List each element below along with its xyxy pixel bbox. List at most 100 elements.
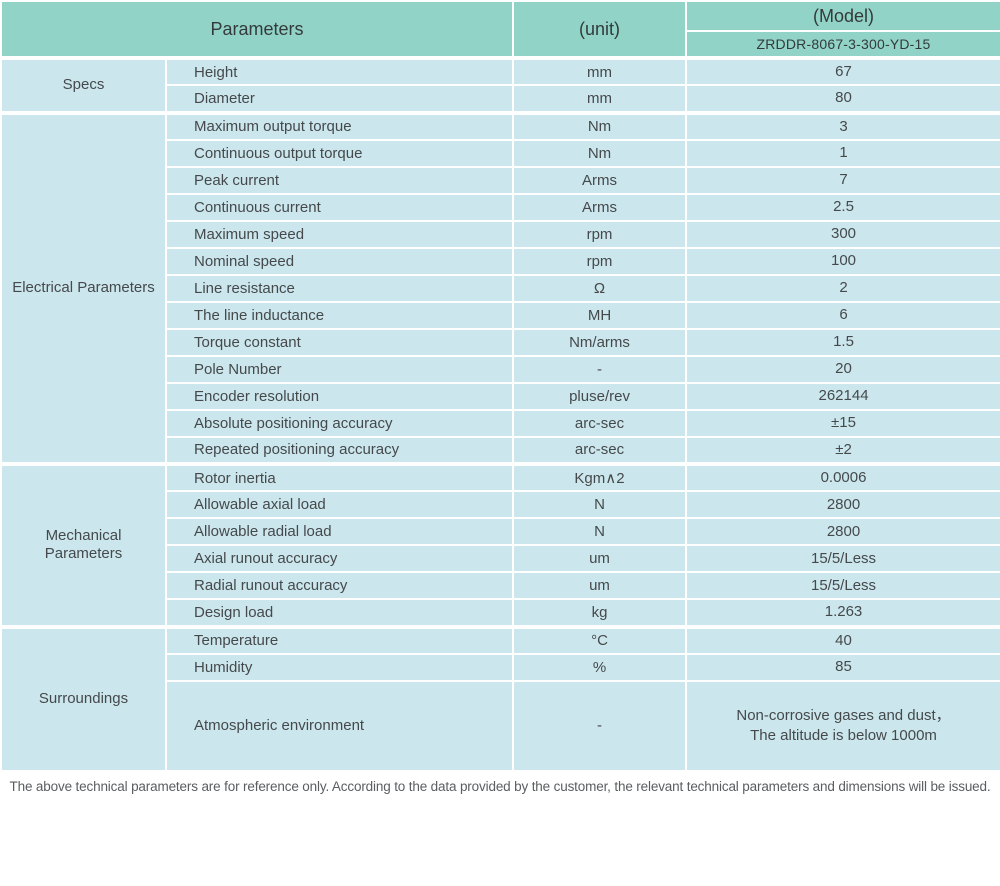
value-cell: 20 xyxy=(685,354,1000,384)
section-electrical: Electrical Parameters Maximum output tor… xyxy=(0,111,1000,466)
unit-cell: Kgm∧2 xyxy=(512,462,688,493)
parameter-cell: Continuous current xyxy=(164,192,515,222)
parameter-cell: Axial runout accuracy xyxy=(164,544,515,574)
header-row-1: Parameters (unit) (Model) xyxy=(0,0,1000,59)
header-model: (Model) xyxy=(685,0,1000,32)
reference-footnote: The above technical parameters are for r… xyxy=(9,778,991,794)
parameter-cell: Line resistance xyxy=(164,273,515,303)
table-row: Maximum speed rpm 300 xyxy=(1,219,1000,249)
table-row: Atmospheric environment - Non-corrosive … xyxy=(1,679,1000,772)
table-row: Pole Number - 20 xyxy=(1,354,1000,384)
unit-cell: rpm xyxy=(512,246,688,276)
category-cell: Surroundings xyxy=(0,625,167,772)
value-cell: 1 xyxy=(685,138,1000,168)
category-cell: Mechanical Parameters xyxy=(0,463,167,628)
table-row: Line resistance Ω 2 xyxy=(1,273,1000,303)
table-row: Design load kg 1.263 xyxy=(1,598,1000,628)
parameter-cell: Absolute positioning accuracy xyxy=(164,408,515,438)
value-cell: 85 xyxy=(685,652,1000,682)
value-cell: 100 xyxy=(685,246,1000,276)
table-row: Allowable axial load N 2800 xyxy=(1,490,1000,520)
parameter-cell: Design load xyxy=(164,598,515,628)
table-row: Allowable radial load N 2800 xyxy=(1,517,1000,547)
value-cell: ±2 xyxy=(685,435,1000,466)
unit-cell: Ω xyxy=(512,273,688,303)
value-cell: 15/5/Less xyxy=(685,571,1000,601)
header-parameters: Parameters xyxy=(0,0,515,59)
parameter-cell: Maximum speed xyxy=(164,219,515,249)
unit-cell: °C xyxy=(512,625,688,655)
unit-cell: mm xyxy=(512,56,688,87)
unit-cell: mm xyxy=(512,84,688,114)
parameter-cell: Pole Number xyxy=(164,354,515,384)
unit-cell: Nm/arms xyxy=(512,327,688,357)
table-row: Continuous output torque Nm 1 xyxy=(1,138,1000,168)
table-row: Nominal speed rpm 100 xyxy=(1,246,1000,276)
unit-cell: um xyxy=(512,544,688,574)
parameter-cell: Torque constant xyxy=(164,327,515,357)
table-row: Diameter mm 80 xyxy=(1,84,1000,114)
value-cell: 1.5 xyxy=(685,327,1000,357)
value-cell: 2 xyxy=(685,273,1000,303)
parameter-cell: Repeated positioning accuracy xyxy=(164,435,515,466)
parameter-cell: Continuous output torque xyxy=(164,138,515,168)
parameter-cell: Allowable axial load xyxy=(164,490,515,520)
value-cell: 0.0006 xyxy=(685,462,1000,493)
category-cell: Specs xyxy=(0,57,167,114)
table-row: The line inductance MH 6 xyxy=(1,300,1000,330)
unit-cell: Arms xyxy=(512,165,688,195)
unit-cell: rpm xyxy=(512,219,688,249)
parameter-cell: Diameter xyxy=(164,84,515,114)
unit-cell: - xyxy=(512,354,688,384)
parameter-cell: Height xyxy=(164,56,515,87)
table-row: Encoder resolution pluse/rev 262144 xyxy=(1,381,1000,411)
header-unit: (unit) xyxy=(512,0,688,59)
value-cell: 2.5 xyxy=(685,192,1000,222)
table-row: Mechanical Parameters Rotor inertia Kgm∧… xyxy=(0,462,1000,628)
category-cell: Electrical Parameters xyxy=(0,111,167,465)
parameters-table: Parameters (unit) (Model) ZRDDR-8067-3-3… xyxy=(0,0,1000,772)
parameter-cell: Atmospheric environment xyxy=(164,679,515,772)
table-row: Repeated positioning accuracy arc-sec ±2 xyxy=(1,435,1000,466)
unit-cell: N xyxy=(512,517,688,547)
unit-cell: arc-sec xyxy=(512,435,688,466)
value-cell: 262144 xyxy=(685,381,1000,411)
section-specs: Specs Height mm 67 Diameter mm 80 xyxy=(0,56,1000,114)
parameter-cell: Maximum output torque xyxy=(164,111,515,141)
parameter-cell: Nominal speed xyxy=(164,246,515,276)
value-cell: ±15 xyxy=(685,408,1000,438)
unit-cell: MH xyxy=(512,300,688,330)
table-header: Parameters (unit) (Model) ZRDDR-8067-3-3… xyxy=(0,0,1000,59)
parameter-cell: Radial runout accuracy xyxy=(164,571,515,601)
parameter-cell: Peak current xyxy=(164,165,515,195)
value-cell: 2800 xyxy=(685,517,1000,547)
value-cell: 2800 xyxy=(685,490,1000,520)
table-row: Radial runout accuracy um 15/5/Less xyxy=(1,571,1000,601)
table-row: Specs Height mm 67 xyxy=(0,56,1000,114)
table-row: Absolute positioning accuracy arc-sec ±1… xyxy=(1,408,1000,438)
section-mechanical: Mechanical Parameters Rotor inertia Kgm∧… xyxy=(0,462,1000,628)
header-model-number: ZRDDR-8067-3-300-YD-15 xyxy=(685,30,1000,59)
unit-cell: um xyxy=(512,571,688,601)
table-row: Humidity % 85 xyxy=(1,652,1000,682)
parameter-cell: The line inductance xyxy=(164,300,515,330)
value-cell: 40 xyxy=(685,625,1000,655)
table-row: Peak current Arms 7 xyxy=(1,165,1000,195)
unit-cell: Nm xyxy=(512,138,688,168)
value-cell: 7 xyxy=(685,165,1000,195)
value-cell: 1.263 xyxy=(685,598,1000,628)
value-cell: 6 xyxy=(685,300,1000,330)
unit-cell: kg xyxy=(512,598,688,628)
value-cell: Non-corrosive gases and dust， The altitu… xyxy=(685,679,1000,772)
parameter-cell: Rotor inertia xyxy=(164,462,515,493)
table-row: Continuous current Arms 2.5 xyxy=(1,192,1000,222)
table-row: Electrical Parameters Maximum output tor… xyxy=(0,111,1000,465)
unit-cell: - xyxy=(512,679,688,772)
unit-cell: % xyxy=(512,652,688,682)
parameter-cell: Allowable radial load xyxy=(164,517,515,547)
value-cell: 15/5/Less xyxy=(685,544,1000,574)
unit-cell: pluse/rev xyxy=(512,381,688,411)
unit-cell: arc-sec xyxy=(512,408,688,438)
unit-cell: Arms xyxy=(512,192,688,222)
